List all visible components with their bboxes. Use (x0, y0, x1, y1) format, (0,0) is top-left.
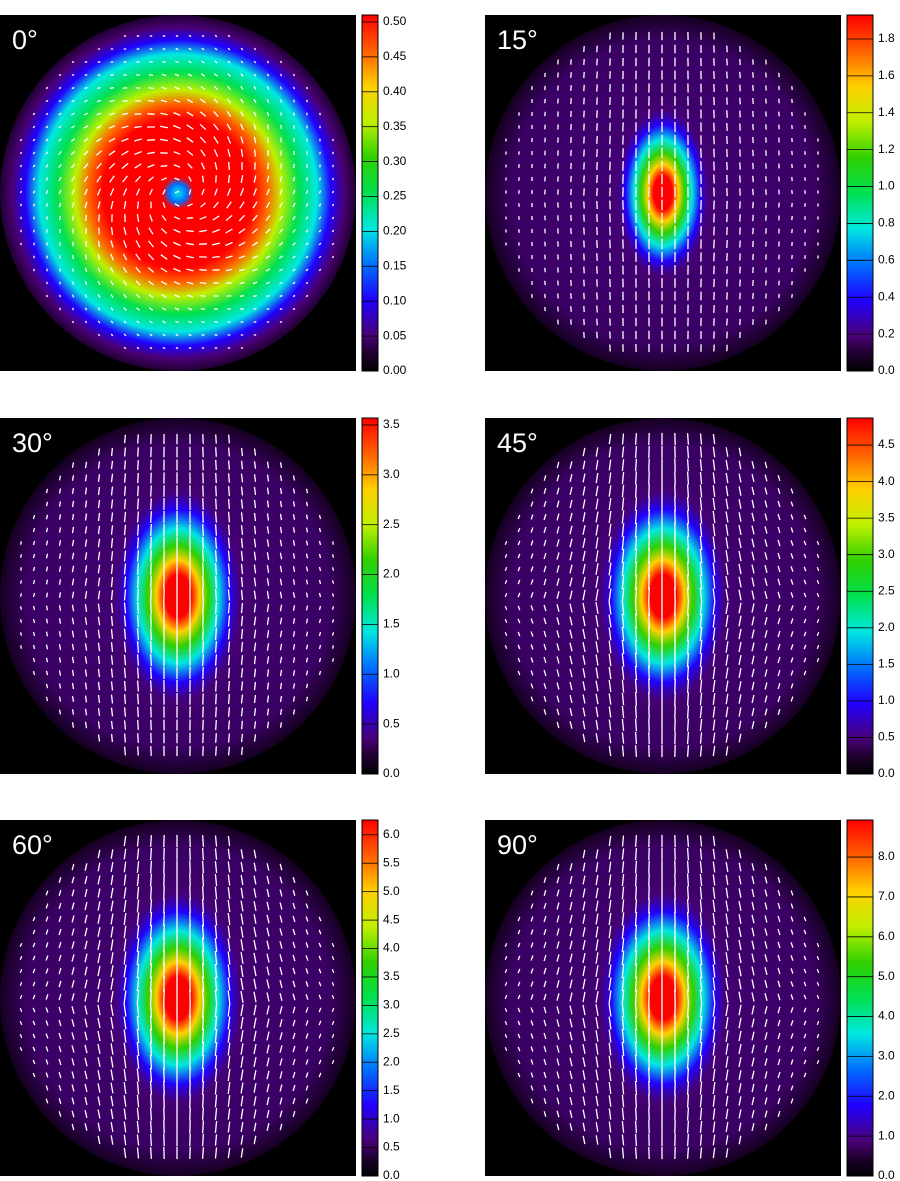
colorbar-tick-label: 6.0 (878, 929, 895, 943)
colorbar-tick-label: 0.0 (878, 1168, 895, 1181)
colorbar-tick-label: 1.4 (878, 105, 895, 119)
colorbar-tick-label: 0.0 (878, 766, 895, 780)
colorbar-tick-label: 0.5 (383, 1140, 400, 1154)
colorbar-tick-label: 0.45 (383, 49, 407, 63)
colorbar-tick-label: 5.5 (383, 855, 400, 869)
colorbar-tick-label: 5.0 (878, 969, 895, 983)
colorbar-tick-label: 2.0 (383, 567, 400, 581)
colorbar-tick-label: 2.5 (383, 1026, 400, 1040)
colorbar-tick-label: 0.0 (383, 1168, 400, 1181)
panel-title: 45° (497, 428, 538, 458)
colorbar (361, 14, 379, 372)
colorbar-tick-label: 3.0 (878, 1049, 895, 1063)
heatmap-core (106, 476, 250, 716)
colorbar-tick-label: 3.0 (383, 467, 400, 481)
panel-title: 0° (12, 25, 38, 55)
colorbar-tick-label: 1.5 (383, 617, 400, 631)
colorbar-tick-label: 1.0 (878, 179, 895, 193)
vector-field (19, 834, 335, 1160)
vector-field (504, 432, 820, 758)
colorbar-tick-label: 1.2 (878, 142, 895, 156)
colorbar-tick-label: 0.2 (878, 326, 895, 340)
heatmap-field (0, 15, 356, 371)
colorbar (846, 14, 874, 372)
colorbar-tick-label: 1.6 (878, 68, 895, 82)
colorbar-tick-label: 2.0 (878, 1088, 895, 1102)
panel-title: 90° (497, 830, 538, 860)
colorbar-tick-label: 3.5 (383, 969, 400, 983)
vector-field (19, 433, 335, 757)
colorbar-tick-label: 0.00 (383, 363, 407, 377)
panel-title: 60° (12, 830, 53, 860)
colorbar-tick-label: 2.5 (383, 517, 400, 531)
heatmap-core (106, 878, 250, 1118)
colorbar-tick-label: 7.0 (878, 889, 895, 903)
panel-title: 15° (497, 25, 538, 55)
colorbar-tick-label: 0.30 (383, 154, 407, 168)
heatmap-core (591, 476, 735, 716)
colorbar-tick-label: 2.5 (878, 583, 895, 597)
colorbar-tick-label: 8.0 (878, 849, 895, 863)
colorbar-tick-label: 4.5 (878, 437, 895, 451)
colorbar-tick-label: 1.0 (878, 693, 895, 707)
colorbar-tick-label: 2.0 (878, 620, 895, 634)
heatmap-core (611, 98, 715, 288)
colorbar-tick-label: 5.0 (383, 884, 400, 898)
colorbar-tick-label: 0.05 (383, 328, 407, 342)
colorbar (846, 417, 874, 775)
vector-field (504, 834, 820, 1160)
colorbar-tick-label: 0.25 (383, 189, 407, 203)
vector-field (19, 34, 335, 350)
colorbar (361, 417, 379, 775)
colorbar-tick-label: 1.5 (878, 657, 895, 671)
colorbar-tick-label: 1.8 (878, 31, 895, 45)
colorbar-tick-label: 0.10 (383, 293, 407, 307)
colorbar-tick-label: 0.8 (878, 216, 895, 230)
colorbar-tick-label: 0.4 (878, 289, 895, 303)
vector-field (505, 31, 819, 353)
colorbar-tick-label: 4.0 (878, 1009, 895, 1023)
colorbar-tick-label: 4.5 (383, 912, 400, 926)
colorbar-tick-label: 0.20 (383, 224, 407, 238)
colorbar-tick-label: 0.40 (383, 84, 407, 98)
colorbar-tick-label: 0.6 (878, 252, 895, 266)
heatmap-core (591, 878, 735, 1118)
colorbar-tick-label: 0.35 (383, 119, 407, 133)
colorbar-tick-label: 1.0 (383, 666, 400, 680)
colorbar-tick-label: 4.0 (878, 474, 895, 488)
colorbar-tick-label: 3.0 (878, 547, 895, 561)
panel-title: 30° (12, 428, 53, 458)
colorbar-tick-label: 1.0 (383, 1111, 400, 1125)
colorbar-tick-label: 6.0 (383, 827, 400, 841)
colorbar-tick-label: 3.5 (383, 417, 400, 431)
colorbar-tick-label: 1.0 (878, 1128, 895, 1142)
colorbar-tick-label: 0.5 (878, 730, 895, 744)
colorbar-tick-label: 1.5 (383, 1083, 400, 1097)
colorbar-tick-label: 0.0 (383, 766, 400, 780)
colorbar-tick-label: 3.5 (878, 510, 895, 524)
colorbar-tick-label: 3.0 (383, 998, 400, 1012)
colorbar (846, 819, 874, 1177)
colorbar-tick-label: 4.0 (383, 941, 400, 955)
colorbar-tick-label: 2.0 (383, 1054, 400, 1068)
colorbar (361, 819, 379, 1177)
colorbar-tick-label: 0.15 (383, 258, 407, 272)
colorbar-tick-label: 0.0 (878, 363, 895, 377)
colorbar-tick-label: 0.5 (383, 716, 400, 730)
colorbar-tick-label: 0.50 (383, 14, 407, 28)
